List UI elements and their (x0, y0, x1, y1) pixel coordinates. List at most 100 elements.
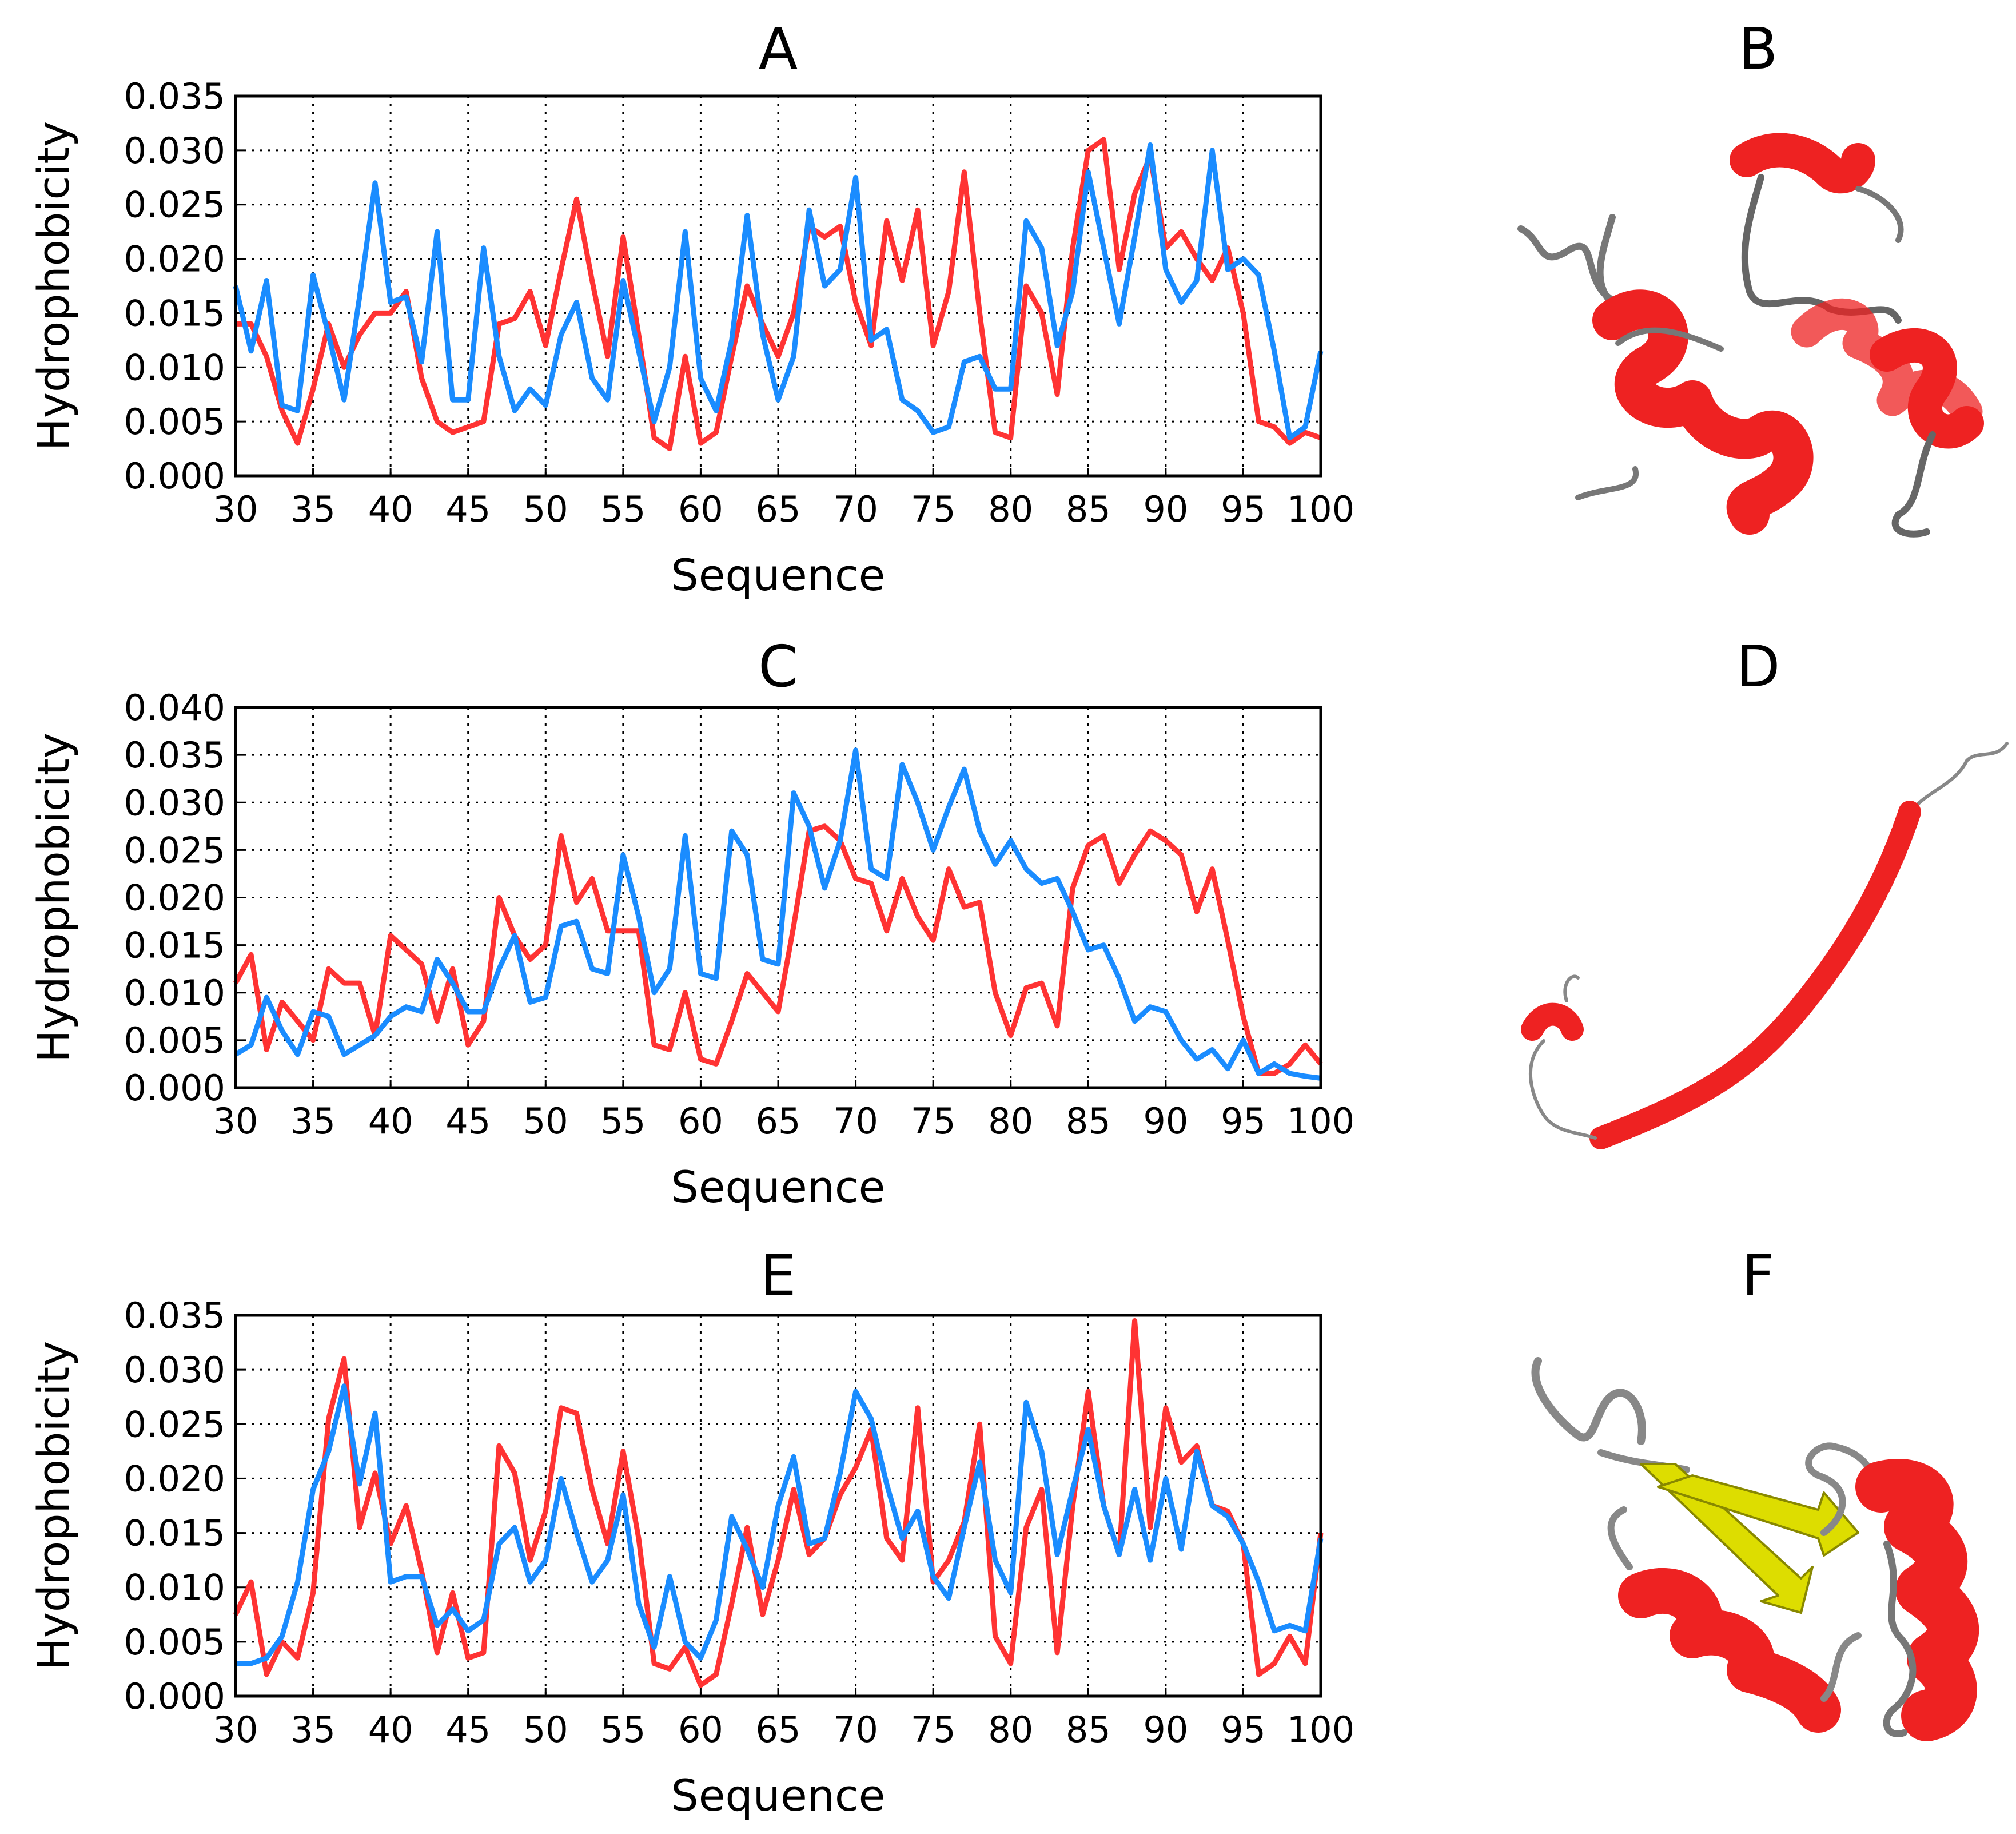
series-line-red (233, 823, 1323, 1076)
x-tick-label: 50 (523, 488, 568, 530)
helix-b-4 (1870, 328, 1984, 449)
chart-c: C 30 35 40 45 50 55 60 65 70 75 80 85 90 95 100 0.000 0.0… (28, 633, 1354, 1212)
x-tick-label: 75 (911, 1100, 956, 1142)
x-tick-label: 40 (368, 1100, 413, 1142)
helix-b-2 (1730, 133, 1875, 194)
x-tick-label: 75 (911, 488, 956, 530)
y-tick-label: 0.025 (124, 1403, 226, 1445)
plot-frame (234, 706, 1322, 1089)
x-tick-label: 30 (213, 1709, 258, 1751)
y-tick-label: 0.030 (124, 782, 226, 823)
x-tick-label: 100 (1287, 488, 1354, 530)
y-tick-label: 0.015 (124, 1513, 226, 1554)
y-tick-label: 0.010 (124, 347, 226, 388)
chart-title-a: A (759, 15, 798, 82)
x-tick-label: 90 (1143, 488, 1188, 530)
y-tick-label: 0.010 (124, 972, 226, 1014)
x-tick-label: 55 (600, 1709, 646, 1751)
x-tick-label: 45 (445, 1100, 491, 1142)
x-tick-label: 70 (833, 488, 878, 530)
y-tick-label: 0.020 (124, 1458, 226, 1499)
coil-f-6 (1883, 1541, 1917, 1737)
x-tick-label: 90 (1143, 1100, 1188, 1142)
plot-frame (234, 1314, 1322, 1698)
x-tick-label: 100 (1287, 1100, 1354, 1142)
y-tick-label: 0.020 (124, 238, 226, 280)
structure-panel-d: D (1521, 633, 2009, 1149)
x-tick-label: 60 (678, 488, 723, 530)
series-line-blue (234, 747, 1321, 1081)
y-tick-label: 0.000 (124, 455, 226, 497)
y-tick-label: 0.025 (124, 829, 226, 871)
y-tick-label: 0.015 (124, 292, 226, 334)
x-tick-label: 80 (988, 488, 1033, 530)
y-tick-label: 0.035 (124, 734, 226, 776)
x-tick-label: 45 (445, 1709, 491, 1751)
y-tick-label: 0.040 (124, 687, 226, 729)
x-tick-label: 65 (756, 488, 801, 530)
coil-f-4 (1820, 1632, 1862, 1702)
y-tick-label: 0.005 (124, 1621, 226, 1663)
x-tick-label: 75 (911, 1709, 956, 1751)
y-tick-label: 0.005 (124, 401, 226, 443)
structure-panel-f: F (1531, 1242, 1979, 1741)
y-axis-label: Hydrophobicity (28, 733, 79, 1062)
chart-a: A 30 35 40 45 50 55 60 65 70 75 80 85 90 95 100 0.000 0.0… (28, 15, 1354, 600)
coil-b-3 (1615, 327, 1724, 352)
y-tick-label: 0.000 (124, 1067, 226, 1109)
coil-f-1 (1531, 1357, 1646, 1445)
x-tick-label: 70 (833, 1709, 878, 1751)
x-tick-label: 60 (678, 1709, 723, 1751)
x-axis-label: Sequence (671, 550, 886, 600)
coil-b-2 (1596, 214, 1621, 312)
x-tick-label: 40 (368, 488, 413, 530)
x-tick-label: 95 (1221, 488, 1266, 530)
panel-label-b: B (1739, 15, 1778, 82)
y-tick-label: 0.030 (124, 130, 226, 172)
x-tick-label: 95 (1221, 1100, 1266, 1142)
y-tick-label: 0.010 (124, 1567, 226, 1609)
x-tick-label: 85 (1066, 488, 1111, 530)
y-axis-label: Hydrophobicity (28, 121, 79, 451)
x-tick-label: 85 (1066, 1709, 1111, 1751)
y-axis-label: Hydrophobicity (28, 1341, 79, 1670)
x-axis-label: Sequence (671, 1770, 886, 1821)
helix-b-1 (1592, 289, 1814, 535)
helix-f-1 (1618, 1568, 1841, 1733)
x-tick-label: 40 (368, 1709, 413, 1751)
coil-b-1 (1517, 225, 1621, 307)
series-line-red (233, 1318, 1324, 1688)
series-line-blue (233, 142, 1324, 441)
helix-f-2 (1855, 1459, 1979, 1741)
x-tick-label: 35 (290, 1709, 336, 1751)
x-tick-label: 95 (1221, 1709, 1266, 1751)
coil-d-1 (1914, 742, 2009, 808)
x-tick-label: 100 (1287, 1709, 1354, 1751)
x-tick-label: 55 (600, 488, 646, 530)
protein-structure-d-image (1521, 742, 2009, 1149)
coil-d-3 (1563, 974, 1580, 1002)
x-tick-label: 50 (523, 1100, 568, 1142)
y-tick-label: 0.020 (124, 877, 226, 919)
y-tick-label: 0.035 (124, 1295, 226, 1336)
x-tick-label: 70 (833, 1100, 878, 1142)
coil-b-4 (1575, 466, 1639, 500)
y-tick-label: 0.015 (124, 925, 226, 966)
helix-d-long (1589, 801, 1921, 1149)
plot-frame (234, 94, 1322, 478)
y-tick-label: 0.005 (124, 1020, 226, 1061)
x-tick-label: 85 (1066, 1100, 1111, 1142)
x-tick-label: 35 (290, 1100, 336, 1142)
x-tick-label: 65 (756, 1709, 801, 1751)
structure-panel-b: B (1517, 15, 1984, 538)
x-tick-label: 35 (290, 488, 336, 530)
x-tick-label: 55 (600, 1100, 646, 1142)
x-tick-label: 80 (988, 1709, 1033, 1751)
series-line-blue (236, 1383, 1324, 1666)
panel-label-f: F (1742, 1242, 1775, 1309)
x-tick-label: 45 (445, 488, 491, 530)
chart-title-e: E (760, 1242, 796, 1309)
panel-label-d: D (1736, 633, 1780, 700)
x-tick-label: 60 (678, 1100, 723, 1142)
